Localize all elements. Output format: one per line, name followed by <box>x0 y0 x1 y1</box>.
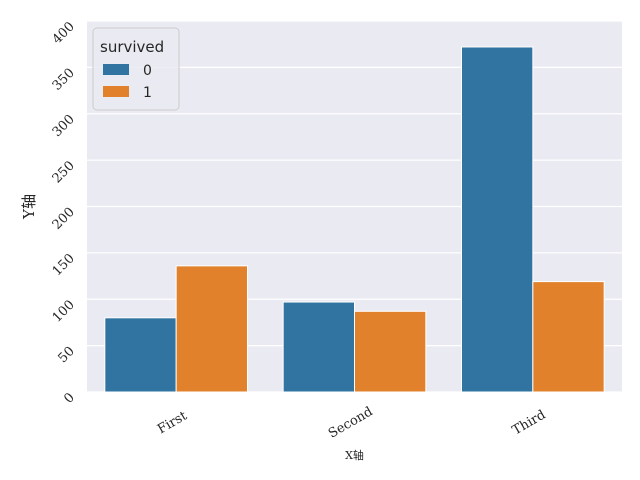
bar-second-survived-1 <box>354 310 427 393</box>
y-tick-label: 50 <box>56 344 78 366</box>
legend-entry-0: 0 <box>143 63 152 79</box>
bar-second-survived-0 <box>282 301 355 393</box>
bar-first-survived-1 <box>175 265 249 393</box>
legend-title: survived <box>100 38 164 56</box>
legend: survived 0 1 <box>92 27 180 111</box>
bar-third-survived-0 <box>461 46 534 393</box>
legend-swatch-1 <box>103 86 129 97</box>
y-tick-label: 400 <box>50 19 78 47</box>
legend-swatch-0 <box>103 64 129 75</box>
y-tick-label: 100 <box>50 297 78 325</box>
bars <box>104 46 605 393</box>
x-tick-label: Third <box>510 408 548 439</box>
x-tick-label: Second <box>326 404 375 441</box>
y-tick-labels: 0 50 100 150 200 250 300 350 400 <box>50 19 78 406</box>
x-tick-labels: First Second Third <box>155 404 548 441</box>
y-axis-label: Y轴 <box>20 194 38 220</box>
y-tick-label: 150 <box>50 251 78 279</box>
x-axis-label: X轴 <box>345 448 364 462</box>
y-tick-label: 250 <box>50 158 78 186</box>
y-tick-label: 0 <box>61 390 77 406</box>
legend-entry-1: 1 <box>143 85 152 101</box>
y-tick-label: 350 <box>50 66 78 94</box>
bar-first-survived-0 <box>104 317 177 393</box>
x-tick-label: First <box>155 408 190 437</box>
bar-third-survived-1 <box>532 281 605 393</box>
y-tick-label: 300 <box>50 112 78 140</box>
y-tick-label: 200 <box>50 205 78 233</box>
